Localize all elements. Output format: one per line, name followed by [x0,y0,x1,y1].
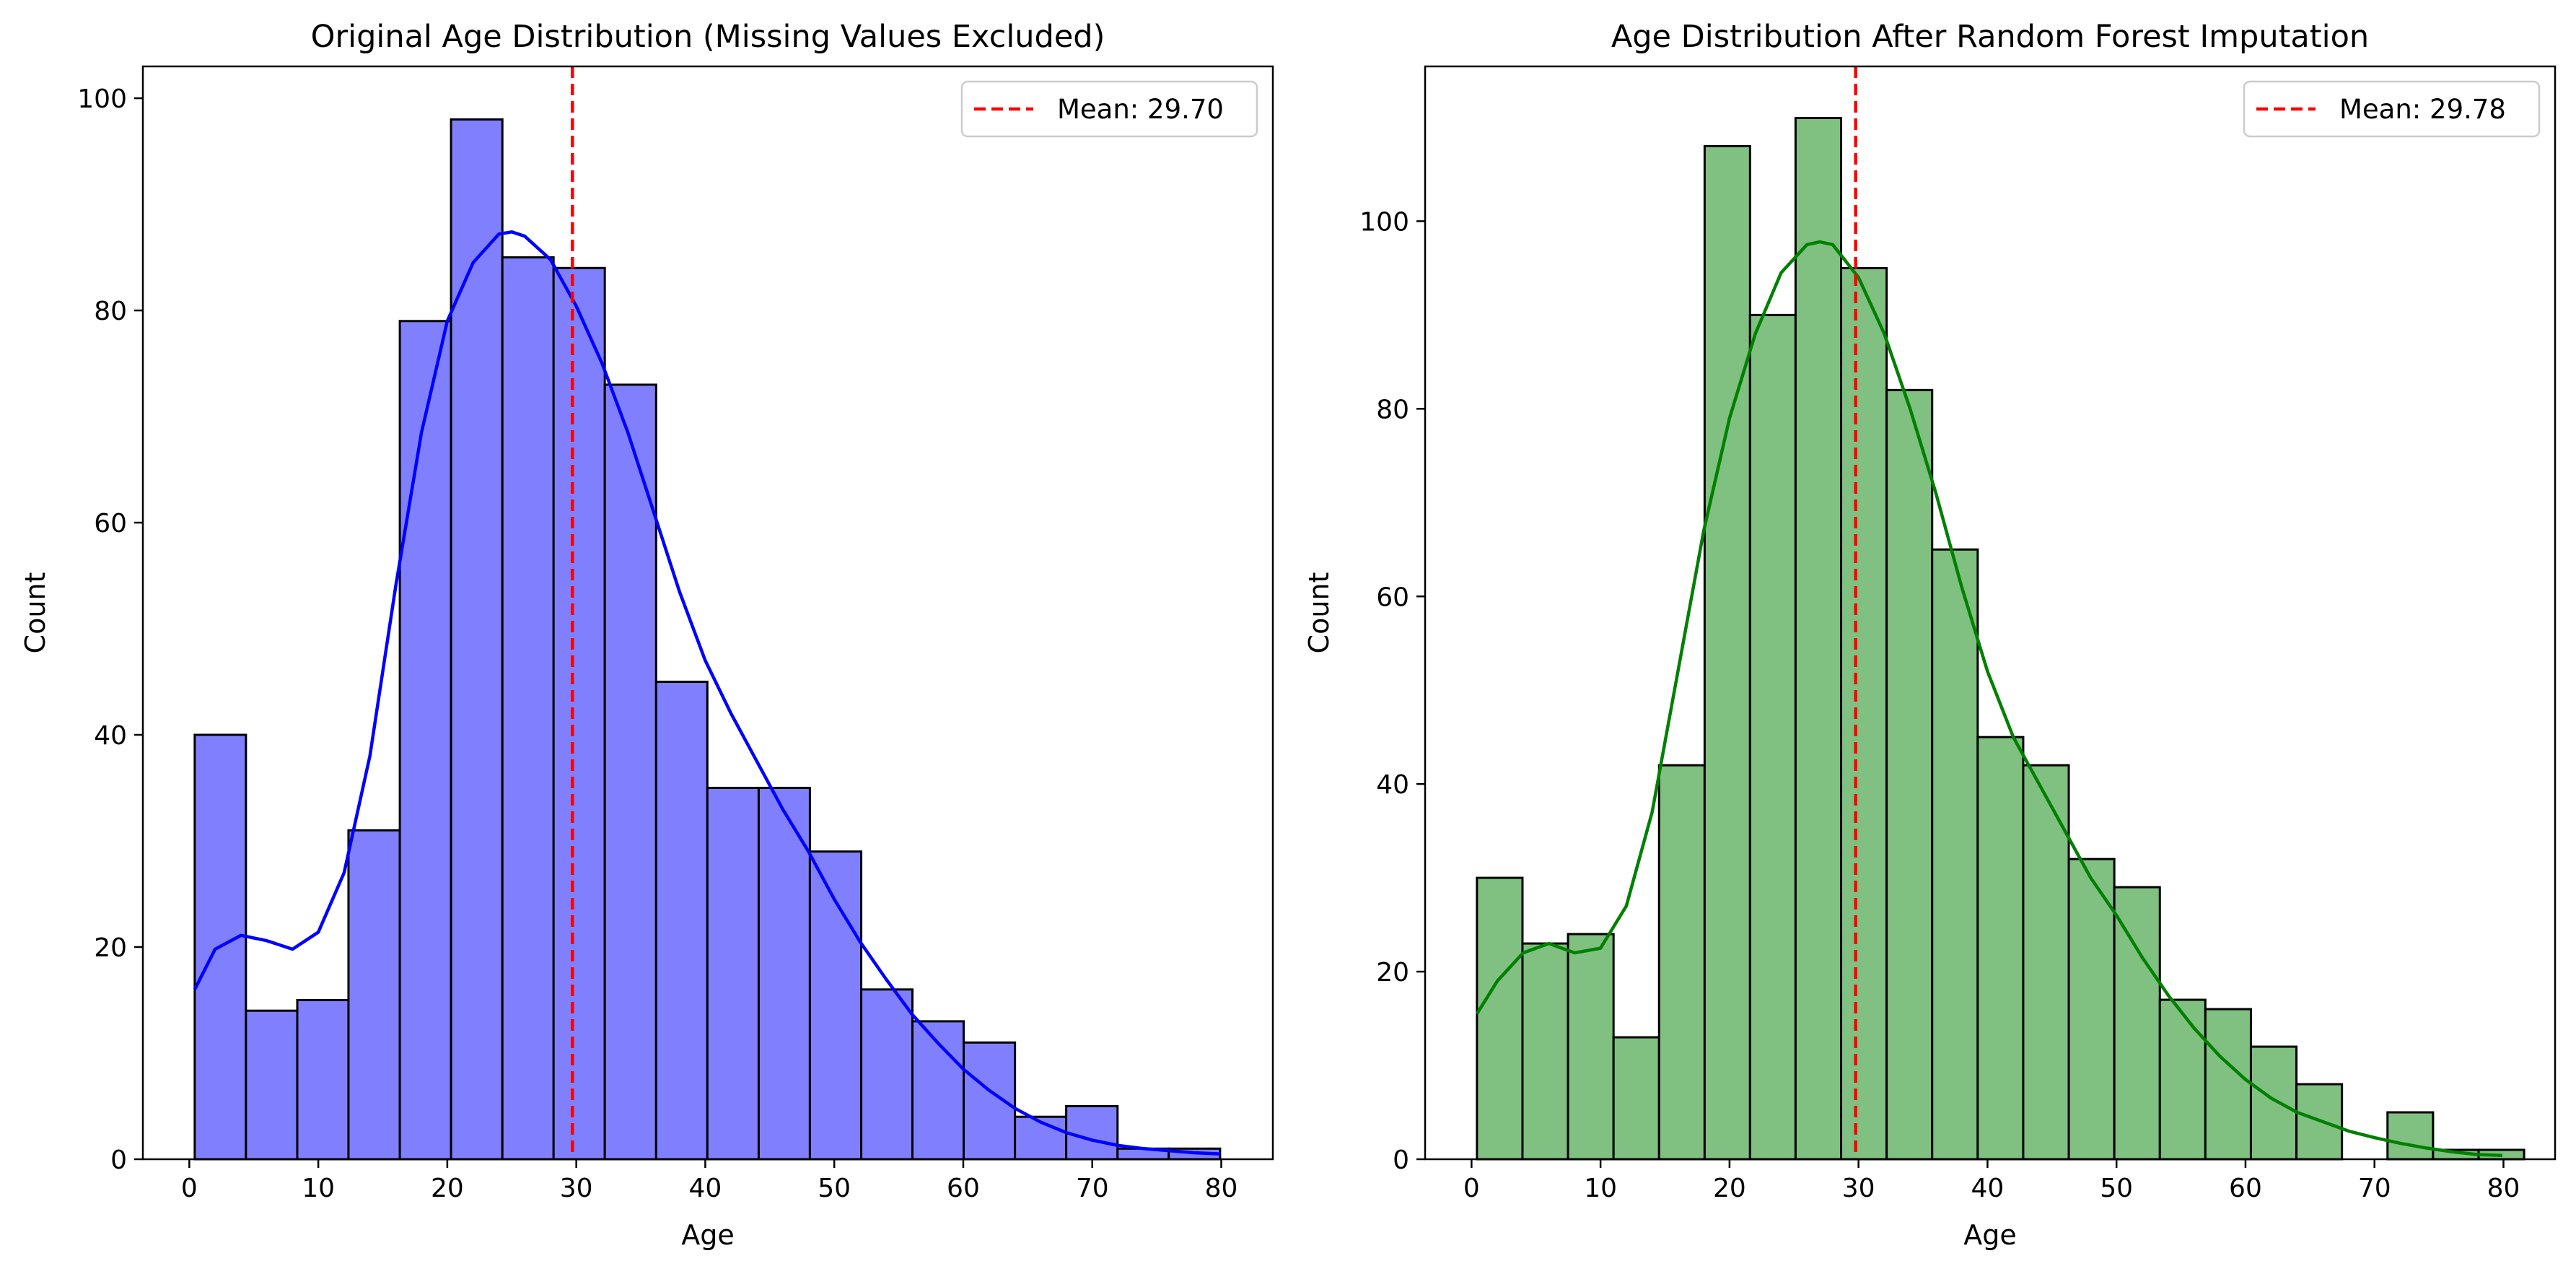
x-tick-label: 40 [1971,1174,2005,1203]
histogram-bar [2249,1045,2298,1161]
y-axis-ticks: 0 20 40 60 80 100 [77,84,143,1175]
histogram-bar [654,681,709,1161]
x-axis-label: Age [1963,1219,2017,1251]
x-tick-label: 40 [689,1174,722,1203]
histogram-bar [1840,266,1888,1161]
histogram-bar [245,1009,299,1161]
x-tick-label: 70 [1076,1174,1109,1203]
histogram-bar [1931,548,1979,1161]
x-axis-ticks: 0 10 20 30 40 50 60 70 80 [181,1159,1237,1203]
histogram-bar [1885,388,1934,1161]
histogram-bar [347,829,401,1161]
x-tick-label: 0 [1463,1174,1480,1203]
histogram-bar [2158,998,2207,1161]
kde-curve [193,230,1220,1156]
histogram-bar [398,320,452,1161]
y-axis-label: Count [19,572,51,654]
x-tick-label: 80 [2487,1174,2520,1203]
y-tick-label: 100 [1359,207,1409,237]
x-tick-label: 20 [431,1174,464,1203]
histogram-bar [1612,1036,1660,1161]
chart-title: Original Age Distribution (Missing Value… [311,19,1105,55]
histogram-bar [757,787,811,1161]
y-axis-label: Count [1303,572,1335,654]
histogram-bar [552,266,606,1161]
kde-curve [1475,240,2502,1158]
x-tick-label: 60 [2229,1174,2262,1203]
bar-series [1476,116,2525,1161]
plot-frame [1424,65,2557,1161]
histogram-bar [450,118,504,1161]
histogram-bar [1657,764,1706,1161]
y-tick-label: 60 [1376,583,1409,612]
histogram-bar [501,256,555,1161]
histogram-bar [1976,736,2025,1161]
y-tick-label: 60 [94,509,127,538]
legend-label: Mean: 29.78 [2339,94,2506,125]
x-tick-label: 20 [1713,1174,1746,1203]
x-axis-ticks: 0 10 20 30 40 50 60 70 80 [1463,1159,2520,1203]
histogram-bar [1794,116,1843,1161]
x-axis-label: Age [681,1219,735,1251]
y-tick-label: 80 [1376,395,1409,424]
x-tick-label: 10 [302,1174,335,1203]
histogram-bar [1703,144,1751,1161]
y-tick-label: 80 [94,297,127,326]
chart-title: Age Distribution After Random Forest Imp… [1611,19,2369,55]
legend: Mean: 29.70 [960,80,1258,138]
histogram-bar [296,999,350,1161]
x-tick-label: 50 [818,1174,851,1203]
histogram-bar [2386,1111,2435,1161]
histogram-bar [1476,876,1524,1161]
x-tick-label: 50 [2100,1174,2133,1203]
x-tick-label: 10 [1584,1174,1617,1203]
histogram-bar [1014,1115,1068,1161]
y-tick-label: 0 [110,1146,127,1175]
y-tick-label: 0 [1393,1146,1409,1175]
histogram-bar [1567,933,1615,1161]
chart-panel-imputed: 0 10 20 30 40 50 60 70 80 0 20 40 60 80 100 Age Distr… [1303,19,2557,1251]
legend: Mean: 29.78 [2243,80,2541,138]
legend-box [2243,80,2541,138]
x-tick-label: 30 [560,1174,593,1203]
chart-panel-original: 0 10 20 30 40 50 60 70 80 0 20 40 60 80 100 Original … [19,19,1274,1251]
histogram-bar [706,787,760,1161]
legend-box [960,80,1258,138]
y-tick-label: 40 [94,721,127,751]
y-tick-label: 20 [94,933,127,963]
histogram-bar [860,988,914,1161]
x-tick-label: 80 [1205,1174,1238,1203]
histogram-bar [1748,313,1797,1161]
x-tick-label: 60 [947,1174,980,1203]
histogram-bar [2113,886,2161,1161]
histogram-bar [1065,1105,1119,1161]
histogram-bar [963,1041,1017,1161]
x-tick-label: 70 [2358,1174,2391,1203]
histogram-bar [1521,942,1569,1161]
plot-frame [141,65,1274,1161]
y-axis-ticks: 0 20 40 60 80 100 [1359,207,1425,1175]
histogram-bar [808,850,863,1161]
bar-series [193,118,1222,1161]
y-tick-label: 100 [77,84,127,114]
x-tick-label: 0 [181,1174,198,1203]
x-tick-label: 30 [1842,1174,1875,1203]
y-tick-label: 40 [1376,770,1409,800]
histogram-bar [2204,1008,2252,1161]
y-tick-label: 20 [1376,958,1409,987]
legend-label: Mean: 29.70 [1057,94,1224,125]
